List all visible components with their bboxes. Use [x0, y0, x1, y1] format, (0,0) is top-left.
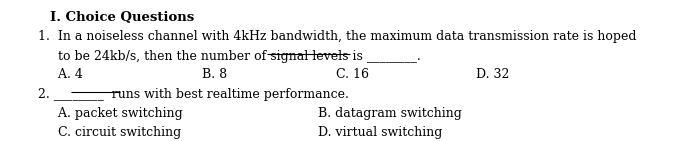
Text: D. 32: D. 32 [476, 68, 510, 81]
Text: A. 4: A. 4 [38, 68, 83, 81]
Text: A. packet switching: A. packet switching [38, 107, 183, 120]
Text: B. 8: B. 8 [202, 68, 228, 81]
Text: to be 24kb/s, then the number of signal levels is ________.: to be 24kb/s, then the number of signal … [38, 50, 421, 63]
Text: D. virtual switching: D. virtual switching [318, 125, 442, 138]
Text: I. Choice Questions: I. Choice Questions [50, 11, 195, 24]
Text: C. 16: C. 16 [336, 68, 369, 81]
Text: 2. ________  runs with best realtime performance.: 2. ________ runs with best realtime perf… [38, 88, 349, 101]
Text: C. circuit switching: C. circuit switching [38, 125, 181, 138]
Text: 1.  In a noiseless channel with 4kHz bandwidth, the maximum data transmission ra: 1. In a noiseless channel with 4kHz band… [38, 30, 636, 43]
Text: B. datagram switching: B. datagram switching [318, 107, 462, 120]
